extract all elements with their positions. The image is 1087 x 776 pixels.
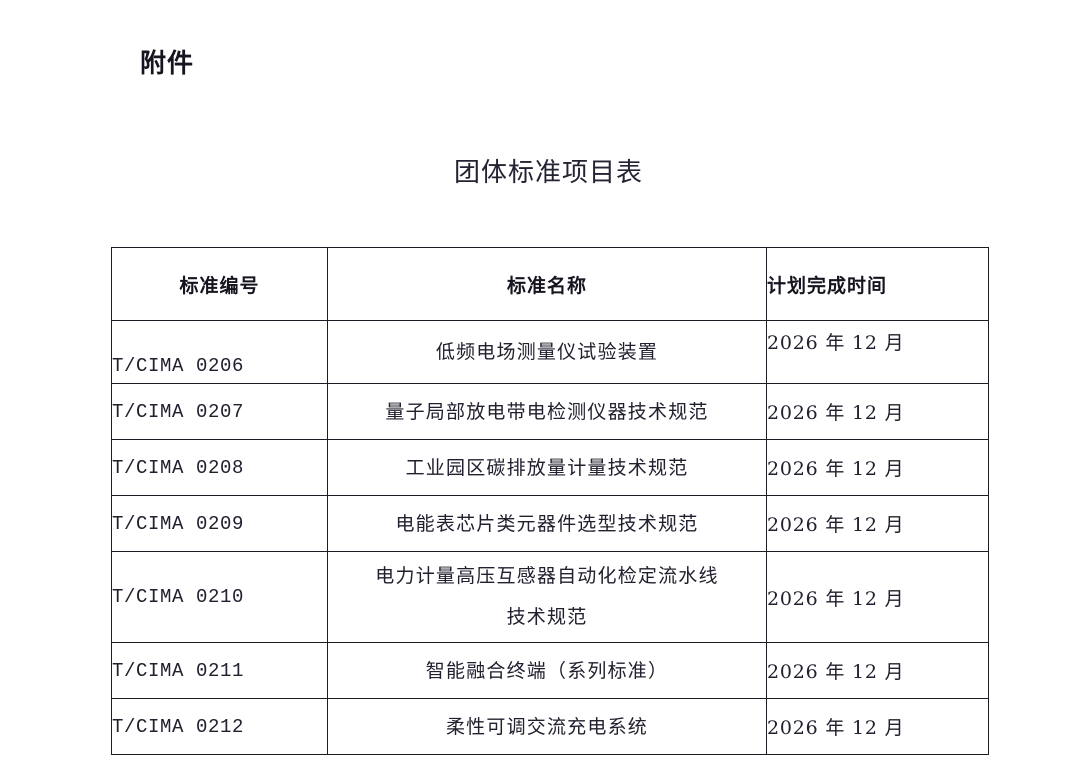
cell-standard-code: T/CIMA 0207 bbox=[111, 383, 328, 440]
cell-planned-completion: 2026 年 12 月 bbox=[766, 320, 989, 384]
column-header-standard-name: 标准名称 bbox=[327, 247, 767, 321]
standard-name-line: 工业园区碳排放量计量技术规范 bbox=[405, 456, 689, 479]
page-title: 团体标准项目表 bbox=[453, 158, 643, 188]
standard-name-line: 电力计量高压互感器自动化检定流水线 bbox=[375, 565, 719, 587]
standard-name-line: 智能融合终端（系列标准） bbox=[425, 659, 669, 682]
cell-standard-code: T/CIMA 0206 bbox=[111, 320, 328, 384]
standard-name-line: 电能表芯片类元器件选型技术规范 bbox=[395, 512, 699, 535]
table-row: T/CIMA 0207 量子局部放电带电检测仪器技术规范 2026 年 12 月 bbox=[111, 383, 989, 440]
table-header: 标准编号 标准名称 计划完成时间 bbox=[111, 247, 989, 321]
cell-standard-name: 电能表芯片类元器件选型技术规范 bbox=[327, 495, 767, 552]
cell-planned-completion: 2026 年 12 月 bbox=[766, 383, 989, 440]
cell-standard-code: T/CIMA 0209 bbox=[111, 495, 328, 552]
cell-standard-code: T/CIMA 0211 bbox=[111, 642, 328, 699]
cell-standard-name: 智能融合终端（系列标准） bbox=[327, 642, 767, 699]
cell-planned-completion: 2026 年 12 月 bbox=[766, 439, 989, 496]
table-header-row: 标准编号 标准名称 计划完成时间 bbox=[111, 247, 989, 321]
table-row: T/CIMA 0209 电能表芯片类元器件选型技术规范 2026 年 12 月 bbox=[111, 495, 989, 552]
cell-standard-name: 柔性可调交流充电系统 bbox=[327, 698, 767, 755]
cell-standard-name: 电力计量高压互感器自动化检定流水线 技术规范 bbox=[327, 551, 767, 643]
cell-standard-name: 工业园区碳排放量计量技术规范 bbox=[327, 439, 767, 496]
column-header-planned-completion: 计划完成时间 bbox=[766, 247, 989, 321]
table-row: T/CIMA 0212 柔性可调交流充电系统 2026 年 12 月 bbox=[111, 698, 989, 755]
cell-standard-code: T/CIMA 0210 bbox=[111, 551, 328, 643]
standard-name-line: 低频电场测量仪试验装置 bbox=[435, 341, 659, 363]
standard-name-line: 量子局部放电带电检测仪器技术规范 bbox=[385, 400, 709, 423]
cell-planned-completion: 2026 年 12 月 bbox=[766, 551, 989, 643]
table-row: T/CIMA 0208 工业园区碳排放量计量技术规范 2026 年 12 月 bbox=[111, 439, 989, 496]
attachment-label: 附件 bbox=[140, 49, 195, 79]
column-header-standard-code: 标准编号 bbox=[111, 247, 328, 321]
standard-name-line: 技术规范 bbox=[506, 606, 588, 628]
cell-standard-name: 量子局部放电带电检测仪器技术规范 bbox=[327, 383, 767, 440]
table-body: T/CIMA 0206 低频电场测量仪试验装置 2026 年 12 月 T/CIMA … bbox=[111, 320, 989, 755]
cell-planned-completion: 2026 年 12 月 bbox=[766, 698, 989, 755]
cell-standard-code: T/CIMA 0212 bbox=[111, 698, 328, 755]
cell-standard-name: 低频电场测量仪试验装置 bbox=[327, 320, 767, 384]
table-row: T/CIMA 0206 低频电场测量仪试验装置 2026 年 12 月 bbox=[111, 320, 989, 384]
standard-name-line: 柔性可调交流充电系统 bbox=[445, 715, 648, 738]
cell-planned-completion: 2026 年 12 月 bbox=[766, 642, 989, 699]
standards-table-container: 标准编号 标准名称 计划完成时间 T/CIMA 0206 低频电场测量仪试验装置 2… bbox=[111, 247, 989, 755]
standards-table: 标准编号 标准名称 计划完成时间 T/CIMA 0206 低频电场测量仪试验装置 2… bbox=[111, 247, 989, 755]
cell-planned-completion: 2026 年 12 月 bbox=[766, 495, 989, 552]
table-row: T/CIMA 0210 电力计量高压互感器自动化检定流水线 技术规范 2026 年 1… bbox=[111, 551, 989, 643]
cell-standard-code: T/CIMA 0208 bbox=[111, 439, 328, 496]
table-row: T/CIMA 0211 智能融合终端（系列标准） 2026 年 12 月 bbox=[111, 642, 989, 699]
